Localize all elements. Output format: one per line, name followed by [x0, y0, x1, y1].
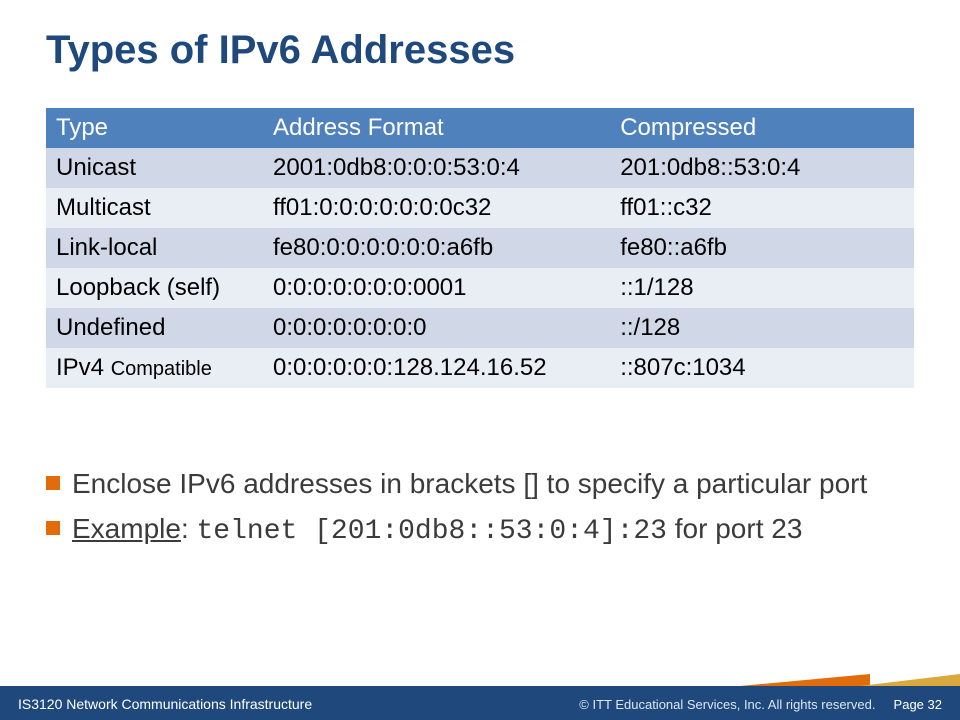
slide-footer: IS3120 Network Communications Infrastruc…: [0, 672, 960, 720]
table-row: Link-local fe80:0:0:0:0:0:0:a6fb fe80::a…: [46, 228, 914, 268]
cell-ipv4: IPv4: [56, 354, 111, 381]
bullet-item: Example: telnet [201:0db8::53:0:4]:23 fo…: [46, 511, 914, 549]
cell-ipv4-compat: Compatible: [111, 358, 212, 380]
example-tail: for port 23: [667, 513, 802, 544]
bullet-text: Example: telnet [201:0db8::53:0:4]:23 fo…: [72, 511, 914, 549]
square-bullet-icon: [46, 476, 60, 490]
page-number: 32: [928, 697, 942, 712]
ipv6-types-table: Type Address Format Compressed Unicast 2…: [46, 108, 914, 388]
col-compressed: Compressed: [610, 108, 914, 148]
footer-course-code: IS3120 Network Communications Infrastruc…: [18, 696, 312, 712]
footer-accent-triangle-2: [860, 674, 960, 686]
bullet-item: Enclose IPv6 addresses in brackets [] to…: [46, 466, 914, 501]
table-row: Loopback (self) 0:0:0:0:0:0:0:0001 ::1/1…: [46, 268, 914, 308]
example-label: Example: [72, 513, 181, 544]
page-title: Types of IPv6 Addresses: [46, 28, 515, 73]
bullet-list: Enclose IPv6 addresses in brackets [] to…: [46, 466, 914, 559]
slide: Types of IPv6 Addresses Type Address For…: [0, 0, 960, 720]
col-type: Type: [46, 108, 263, 148]
square-bullet-icon: [46, 521, 60, 535]
table-row: IPv4 Compatible 0:0:0:0:0:0:128.124.16.5…: [46, 348, 914, 388]
footer-accent-triangle: [740, 674, 870, 686]
bullet-text: Enclose IPv6 addresses in brackets [] to…: [72, 466, 914, 501]
table-row: Unicast 2001:0db8:0:0:0:53:0:4 201:0db8:…: [46, 148, 914, 188]
example-code: telnet [201:0db8::53:0:4]:23: [197, 516, 667, 547]
footer-copyright: © ITT Educational Services, Inc. All rig…: [579, 697, 942, 712]
table-row: Undefined 0:0:0:0:0:0:0:0 ::/128: [46, 308, 914, 348]
table-row: Multicast ff01:0:0:0:0:0:0:0c32 ff01::c3…: [46, 188, 914, 228]
table-header-row: Type Address Format Compressed: [46, 108, 914, 148]
col-format: Address Format: [263, 108, 610, 148]
